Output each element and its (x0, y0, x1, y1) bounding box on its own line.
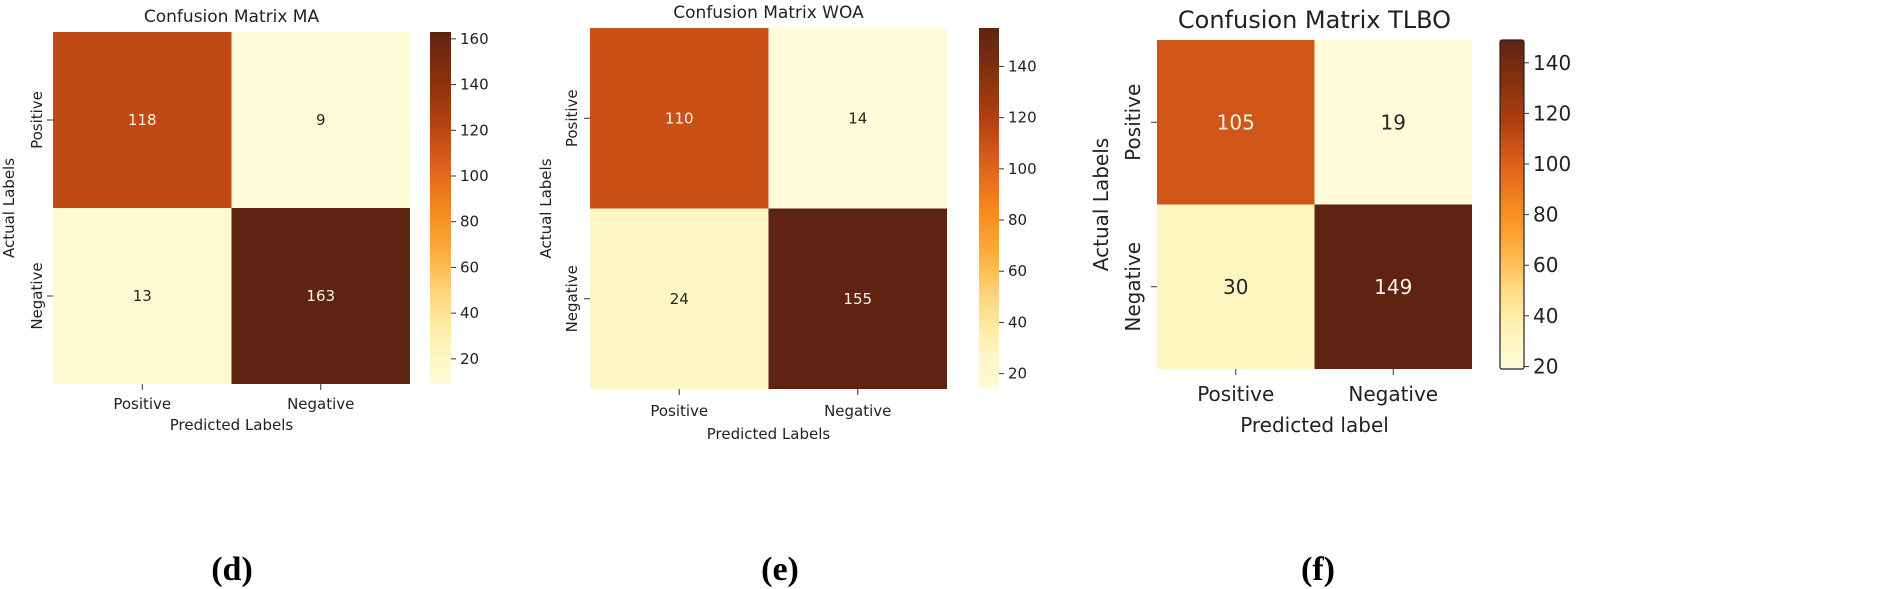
y-axis-label: Actual Labels (0, 158, 18, 258)
colorbar-tick-label: 60 (1533, 253, 1558, 277)
y-tick-label: Negative (563, 265, 581, 332)
heatmap-cell (53, 32, 232, 208)
colorbar-tick-label: 80 (1533, 203, 1558, 227)
colorbar (430, 32, 451, 384)
colorbar-tick-label: 140 (1008, 57, 1037, 75)
colorbar-tick-label: 80 (460, 213, 479, 231)
colorbar-tick-label: 20 (1008, 365, 1027, 383)
panel-label: (f) (1301, 551, 1335, 588)
colorbar-tick-label: 60 (1008, 262, 1027, 280)
heatmap-cell (231, 32, 410, 208)
colorbar-tick-label: 100 (1533, 152, 1571, 176)
colorbar (979, 28, 999, 389)
heatmap-cell (53, 208, 232, 384)
heatmap-cell (1157, 40, 1315, 205)
cell-value-label: 105 (1217, 110, 1255, 134)
y-tick-label: Positive (563, 89, 581, 147)
colorbar-tick-label: 20 (1533, 354, 1558, 378)
x-tick-label: Positive (113, 395, 171, 413)
cell-value-label: 30 (1223, 275, 1248, 299)
colorbar-tick-label: 40 (460, 304, 479, 322)
colorbar-tick-label: 80 (1008, 211, 1027, 229)
cell-value-label: 118 (128, 111, 157, 129)
colorbar-tick-label: 100 (460, 167, 489, 185)
cell-value-label: 163 (306, 287, 335, 305)
x-axis-label: Predicted Labels (707, 425, 831, 443)
cell-value-label: 13 (133, 287, 152, 305)
colorbar-tick-label: 120 (460, 121, 489, 139)
x-axis-label: Predicted Labels (170, 416, 294, 434)
heatmap-cell (590, 208, 769, 389)
colorbar (1499, 39, 1525, 370)
cell-value-label: 14 (848, 109, 867, 127)
panel-label: (e) (761, 551, 799, 588)
y-tick-label: Negative (28, 262, 46, 329)
heatmap-cell (1314, 204, 1472, 369)
colorbar-tick-label: 100 (1008, 160, 1037, 178)
colorbar-tick-label: 120 (1533, 101, 1571, 125)
colorbar-tick-label: 40 (1533, 304, 1558, 328)
colorbar-tick-label: 120 (1008, 109, 1037, 127)
colorbar-tick-label: 20 (460, 350, 479, 368)
y-axis-label: Actual Labels (537, 158, 555, 258)
colorbar-tick-label: 140 (1533, 51, 1571, 75)
heatmap-cell (1157, 204, 1315, 369)
y-axis-label: Actual Labels (1089, 138, 1113, 271)
cell-value-label: 9 (316, 111, 326, 129)
cell-value-label: 155 (843, 290, 872, 308)
colorbar-tick-label: 140 (460, 76, 489, 94)
cell-value-label: 24 (670, 290, 689, 308)
cell-value-label: 110 (665, 109, 694, 127)
x-tick-label: Positive (1197, 382, 1274, 406)
chart-title: Confusion Matrix TLBO (1178, 6, 1451, 34)
heatmap-cell (768, 208, 947, 389)
colorbar-tick-label: 160 (460, 30, 489, 48)
heatmap-cell (231, 208, 410, 384)
heatmap-cell (768, 28, 947, 209)
panel-label: (d) (211, 551, 253, 588)
x-tick-label: Positive (650, 402, 708, 420)
x-tick-label: Negative (287, 395, 354, 413)
y-tick-label: Negative (1121, 242, 1145, 332)
colorbar-tick-label: 40 (1008, 313, 1027, 331)
x-tick-label: Negative (1348, 382, 1438, 406)
x-axis-label: Predicted label (1240, 413, 1389, 437)
chart-title: Confusion Matrix MA (144, 7, 320, 27)
chart-title: Confusion Matrix WOA (673, 3, 864, 23)
heatmap-cell (1314, 40, 1472, 205)
cell-value-label: 149 (1374, 275, 1412, 299)
colorbar-tick-label: 60 (460, 258, 479, 276)
cell-value-label: 19 (1381, 110, 1406, 134)
x-tick-label: Negative (824, 402, 891, 420)
y-tick-label: Positive (28, 91, 46, 149)
heatmap-cell (590, 28, 769, 209)
y-tick-label: Positive (1121, 84, 1145, 161)
